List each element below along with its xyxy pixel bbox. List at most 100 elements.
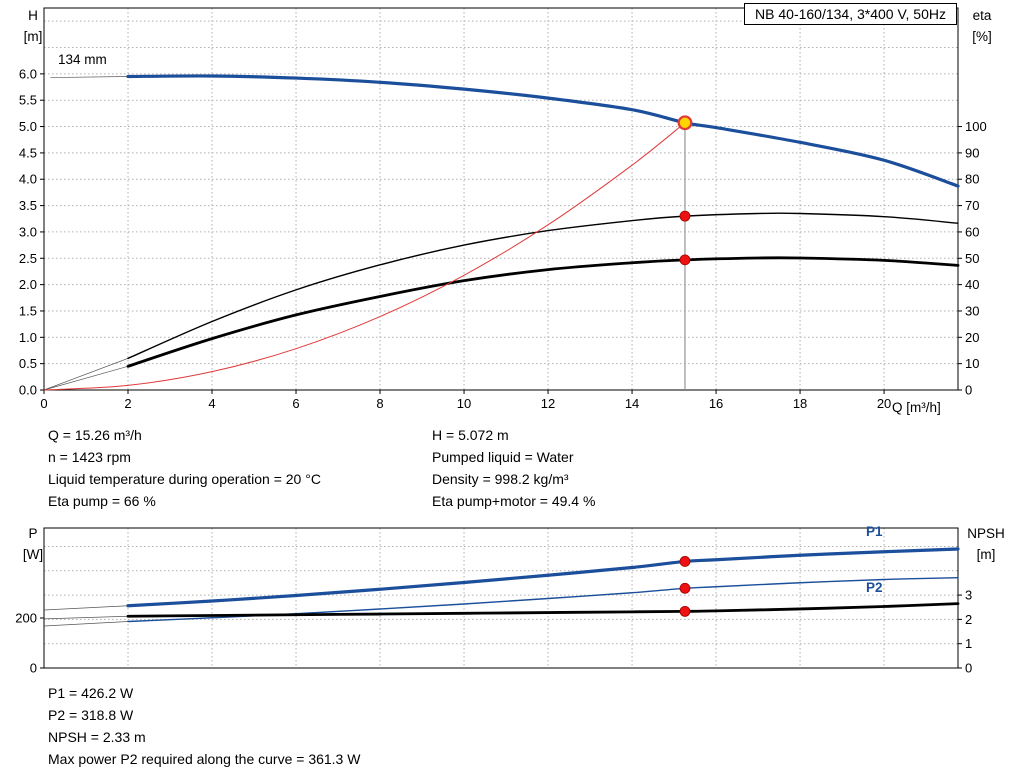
svg-text:10: 10 [457, 396, 471, 411]
svg-text:14: 14 [625, 396, 639, 411]
svg-text:80: 80 [965, 172, 979, 187]
p1-curve [126, 547, 960, 608]
info-p1-line: P1 = 426.2 W [48, 685, 134, 701]
q-axis-title: Q [m³/h] [892, 400, 941, 415]
svg-text:6: 6 [292, 396, 299, 411]
info-npsh-line: NPSH = 2.33 m [48, 729, 146, 745]
gridlines [44, 528, 958, 668]
tick-labels: 0 200 0 1 2 3 [15, 588, 972, 676]
svg-text:2.5: 2.5 [19, 251, 37, 266]
h-axis-title-line2: [m] [23, 29, 43, 44]
info-eta-pump-line: Eta pump = 66 % [48, 493, 156, 509]
connector-line [43, 621, 129, 627]
h-axis-title-line1: H [28, 8, 38, 23]
p2-curve-label: P2 [866, 580, 883, 595]
svg-text:12: 12 [541, 396, 555, 411]
svg-text:3.5: 3.5 [19, 198, 37, 213]
connector-line [43, 365, 129, 391]
duty-point-marker [677, 115, 693, 131]
info-eta-pump-motor-line: Eta pump+motor = 49.4 % [432, 493, 596, 509]
connector-line [43, 605, 129, 611]
npsh-curve [126, 602, 960, 618]
svg-text:4: 4 [208, 396, 215, 411]
svg-text:1.0: 1.0 [19, 330, 37, 345]
p1-curve-label: P1 [866, 524, 883, 539]
eta-axis-title-line2: [%] [972, 29, 992, 44]
power-info-block: P1 = 426.2 W P2 = 318.8 W NPSH = 2.33 m … [48, 682, 360, 770]
info-liquid-line: Pumped liquid = Water [432, 449, 574, 465]
p-axis-title: P [W] [14, 523, 52, 565]
duty-dot-marker [679, 254, 691, 266]
duty-dot-marker [679, 605, 691, 617]
info-head-line: H = 5.072 m [432, 427, 509, 443]
npsh-axis-title-line1: NPSH [967, 526, 1005, 541]
system-curve [43, 122, 686, 391]
svg-text:2: 2 [965, 612, 972, 627]
svg-text:3: 3 [965, 588, 972, 603]
svg-text:1.5: 1.5 [19, 303, 37, 318]
svg-text:6.0: 6.0 [19, 66, 37, 81]
svg-text:90: 90 [965, 145, 979, 160]
svg-text:2.0: 2.0 [19, 277, 37, 292]
svg-text:60: 60 [965, 224, 979, 239]
impeller-diameter-label: 134 mm [56, 52, 109, 67]
duty-dot-marker [679, 582, 691, 594]
info-density-line: Density = 998.2 kg/m³ [432, 471, 569, 487]
duty-info-left-column: Q = 15.26 m³/h n = 1423 rpm Liquid tempe… [48, 424, 321, 512]
svg-text:70: 70 [965, 198, 979, 213]
tick-labels: 0.0 0.5 1.0 1.5 2.0 2.5 3.0 3.5 4.0 4.5 5.0 5.5 6.0 0… [19, 66, 987, 411]
p-axis-title-line2: [W] [22, 547, 44, 562]
svg-text:1: 1 [965, 636, 972, 651]
plot-frame [43, 527, 959, 669]
svg-text:3.0: 3.0 [19, 224, 37, 239]
svg-text:5.5: 5.5 [19, 93, 37, 108]
duty-dot-marker [679, 556, 691, 567]
connector-line [43, 615, 129, 620]
connector-line [43, 358, 129, 391]
qh-eta-chart-canvas: 0.0 0.5 1.0 1.5 2.0 2.5 3.0 3.5 4.0 4.5 5.0 5.5 6.0 0… [19, 7, 987, 411]
svg-text:5.0: 5.0 [19, 119, 37, 134]
plot-frame [43, 7, 959, 391]
svg-text:4.0: 4.0 [19, 172, 37, 187]
head-curve [126, 74, 960, 188]
info-speed-line: n = 1423 rpm [48, 449, 131, 465]
svg-text:8: 8 [376, 396, 383, 411]
svg-text:16: 16 [709, 396, 723, 411]
duty-info-right-column: H = 5.072 m Pumped liquid = Water Densit… [432, 424, 595, 512]
svg-text:4.5: 4.5 [19, 145, 37, 160]
info-q-line: Q = 15.26 m³/h [48, 427, 142, 443]
connector-line [50, 76, 129, 78]
svg-text:0.0: 0.0 [19, 383, 37, 398]
pump-model-title: NB 40-160/134, 3*400 V, 50Hz [744, 3, 957, 25]
svg-text:0: 0 [40, 396, 47, 411]
svg-text:0: 0 [965, 661, 972, 676]
p-axis-title-line1: P [28, 526, 38, 541]
svg-text:18: 18 [793, 396, 807, 411]
h-axis-title: H [m] [14, 5, 52, 47]
eta-axis-title-line1: eta [972, 8, 992, 23]
duty-dot-marker [679, 210, 691, 222]
svg-text:40: 40 [965, 277, 979, 292]
svg-text:0: 0 [30, 661, 37, 676]
power-npsh-chart-canvas: 0 200 0 1 2 3 [15, 527, 972, 676]
eta-pump-curve [127, 212, 959, 360]
svg-text:0: 0 [965, 383, 972, 398]
npsh-axis-title: NPSH [m] [956, 523, 1016, 565]
eta-axis-title: eta [%] [961, 5, 1003, 47]
svg-text:20: 20 [877, 396, 891, 411]
eta-pump-motor-curve [126, 256, 960, 368]
info-p2-line: P2 = 318.8 W [48, 707, 134, 723]
npsh-axis-title-line2: [m] [976, 547, 996, 562]
svg-text:2: 2 [124, 396, 131, 411]
svg-text:30: 30 [965, 303, 979, 318]
info-temperature-line: Liquid temperature during operation = 20… [48, 471, 321, 487]
svg-text:10: 10 [965, 356, 979, 371]
gridlines [44, 8, 958, 390]
svg-text:50: 50 [965, 251, 979, 266]
svg-text:0.5: 0.5 [19, 356, 37, 371]
svg-text:200: 200 [15, 611, 37, 626]
svg-text:100: 100 [965, 119, 987, 134]
svg-text:20: 20 [965, 330, 979, 345]
info-max-p2-line: Max power P2 required along the curve = … [48, 751, 361, 767]
